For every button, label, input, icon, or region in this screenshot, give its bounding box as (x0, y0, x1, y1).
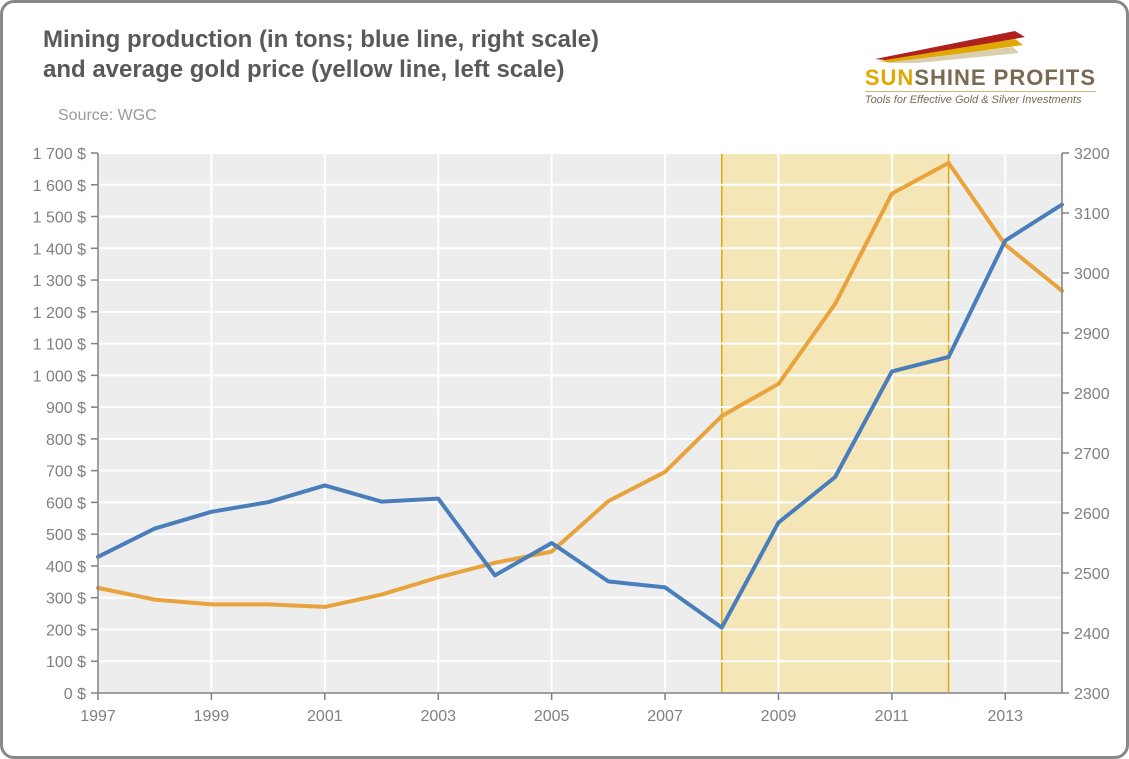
tick-label-left: 1 200 $ (33, 305, 86, 322)
logo-tagline: Tools for Effective Gold & Silver Invest… (865, 91, 1096, 106)
logo-swoosh-icon (865, 23, 1035, 63)
tick-label-left: 500 $ (46, 527, 86, 544)
tick-label-left: 0 $ (64, 686, 86, 703)
tick-label-right: 2400 (1074, 626, 1110, 643)
chart-frame: Mining production (in tons; blue line, r… (0, 0, 1129, 759)
tick-label-x: 2005 (534, 708, 570, 725)
tick-label-x: 2003 (420, 708, 456, 725)
tick-label-left: 100 $ (46, 654, 86, 671)
tick-label-right: 3000 (1074, 266, 1110, 283)
tick-label-left: 1 300 $ (33, 273, 86, 290)
tick-label-x: 1997 (80, 708, 116, 725)
tick-label-left: 1 700 $ (33, 146, 86, 163)
tick-label-right: 3200 (1074, 146, 1110, 163)
tick-label-left: 300 $ (46, 591, 86, 608)
tick-label-left: 700 $ (46, 464, 86, 481)
tick-label-right: 2700 (1074, 446, 1110, 463)
logo-text-sun: SUN (865, 65, 914, 90)
brand-logo: SUNSHINE PROFITS Tools for Effective Gol… (865, 23, 1096, 106)
tick-label-left: 1 000 $ (33, 368, 86, 385)
tick-label-x: 2007 (647, 708, 683, 725)
logo-text-shine: SHINE PROFITS (914, 65, 1096, 90)
tick-label-left: 1 400 $ (33, 241, 86, 258)
tick-label-x: 2011 (875, 708, 910, 725)
tick-label-left: 1 100 $ (33, 337, 86, 354)
tick-label-right: 2900 (1074, 326, 1110, 343)
tick-label-left: 900 $ (46, 400, 86, 417)
chart-title: Mining production (in tons; blue line, r… (43, 25, 599, 85)
tick-label-right: 2300 (1074, 686, 1110, 703)
source-label: Source: WGC (58, 107, 157, 125)
tick-label-left: 800 $ (46, 432, 86, 449)
tick-label-x: 2009 (761, 708, 797, 725)
line-chart: 0 $ 100 $ 200 $ 300 $ 400 $ 500 $ 600 $ 700 $ 80… (3, 133, 1129, 753)
tick-label-left: 200 $ (46, 622, 86, 639)
tick-label-left: 1 500 $ (33, 210, 86, 227)
highlight-region (722, 153, 949, 693)
tick-label-right: 2500 (1074, 566, 1110, 583)
tick-label-left: 1 600 $ (33, 178, 86, 195)
tick-label-x: 2001 (307, 708, 343, 725)
tick-label-left: 600 $ (46, 495, 86, 512)
tick-label-right: 2600 (1074, 506, 1110, 523)
tick-label-left: 400 $ (46, 559, 86, 576)
tick-label-right: 3100 (1074, 206, 1110, 223)
tick-label-x: 2013 (987, 708, 1023, 725)
tick-label-right: 2800 (1074, 386, 1110, 403)
tick-label-x: 1999 (194, 708, 230, 725)
